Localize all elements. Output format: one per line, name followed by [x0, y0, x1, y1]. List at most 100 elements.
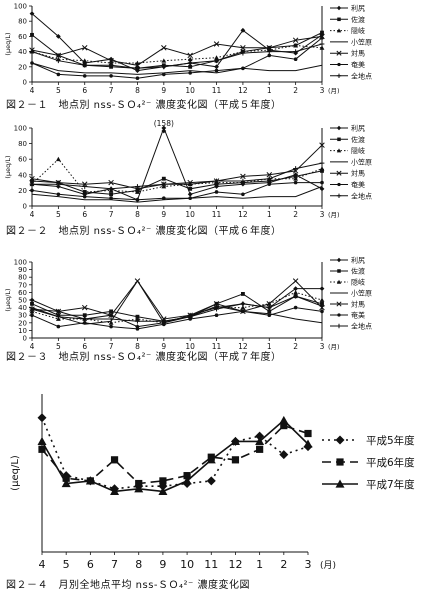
data-point: [188, 196, 192, 200]
y-tick-label: 40: [18, 171, 27, 179]
data-point: [108, 186, 114, 192]
y-tick-label: 100: [14, 259, 27, 267]
data-point: [55, 156, 61, 162]
data-point: [55, 58, 61, 64]
x-tick-label: 1: [267, 342, 272, 351]
series-line-5: [31, 307, 323, 330]
data-point: [188, 71, 192, 75]
data-point: [135, 324, 140, 329]
x-tick-label: 5: [63, 558, 70, 571]
data-point: [82, 62, 88, 68]
legend-marker: [337, 17, 341, 22]
data-point: [266, 176, 272, 182]
data-point: [62, 474, 70, 482]
x-tick-label: 1: [267, 86, 272, 95]
x-tick-label: 2: [293, 86, 298, 95]
x-tick-label: 10: [185, 342, 195, 351]
data-point: [161, 64, 167, 70]
data-point: [134, 62, 141, 69]
x-tick-label: 12: [228, 558, 242, 571]
data-point: [135, 184, 140, 189]
data-point: [240, 301, 246, 307]
x-tick-label: 4: [30, 210, 35, 219]
legend-marker: [336, 301, 342, 307]
y-tick-label: 20: [18, 319, 27, 327]
legend-marker: [337, 137, 341, 142]
data-point: [135, 316, 140, 321]
legend-marker: [335, 479, 345, 488]
legend-label: 佐渡: [351, 135, 365, 144]
y-axis-label: (μeq/L): [4, 155, 12, 178]
data-point: [162, 196, 166, 200]
legend-label: 全地点: [351, 322, 372, 331]
data-point: [108, 62, 114, 68]
data-point: [241, 192, 245, 197]
annotation-label: (158): [154, 119, 174, 128]
data-point: [29, 181, 35, 187]
figure-2-4: 4 5 6 7 8 9 10 11 12 1 2 3 (月) (μeq/L) 平成5年度 平成6年度 平成7年度…: [0, 380, 434, 594]
legend-label: 利尻: [351, 4, 365, 13]
data-point: [158, 486, 168, 496]
series-line-4: [31, 35, 323, 66]
data-point: [82, 74, 87, 78]
data-point: [109, 74, 113, 78]
data-point: [109, 324, 113, 329]
data-point: [293, 43, 299, 48]
y-tick-label: 40: [18, 48, 27, 56]
data-point: [240, 178, 246, 184]
data-point: [81, 304, 88, 311]
legend-marker: [336, 73, 342, 78]
data-point: [135, 76, 140, 80]
data-point: [182, 476, 192, 485]
data-point: [108, 312, 114, 318]
data-point: [303, 439, 313, 448]
legend-marker: [335, 435, 345, 445]
y-tick-label: 20: [18, 187, 27, 195]
data-point: [188, 64, 193, 69]
data-point: [187, 181, 193, 187]
data-point: [187, 314, 193, 320]
data-point: [293, 286, 299, 291]
legend-marker: [336, 170, 342, 176]
legend-label: 佐渡: [351, 267, 365, 276]
series-line-2: [31, 44, 323, 64]
series-line-4: [31, 280, 323, 320]
data-point: [267, 309, 272, 314]
data-point: [304, 429, 312, 438]
legend-marker: [337, 62, 341, 67]
y-tick-label: 80: [18, 140, 27, 148]
data-point: [214, 178, 219, 184]
data-point: [319, 160, 325, 166]
data-point: [187, 191, 193, 197]
data-point: [319, 45, 325, 50]
legend-label: 平成7年度: [366, 478, 415, 491]
x-tick-label: 3: [320, 342, 325, 351]
data-point: [214, 64, 219, 70]
x-tick-label: 2: [293, 342, 298, 351]
legend-label: 隠岐: [351, 278, 365, 287]
legend-label: 利尻: [351, 256, 365, 265]
legend-label: 奄美: [351, 180, 365, 189]
data-point: [135, 189, 140, 194]
data-point: [29, 297, 35, 303]
x-tick-label: 5: [56, 210, 61, 219]
data-point: [183, 472, 191, 480]
data-point: [55, 314, 61, 320]
x-tick-label: 3: [320, 210, 325, 219]
legend-label: 平成6年度: [366, 456, 415, 469]
x-tick-label: 6: [82, 86, 87, 95]
data-point: [214, 306, 219, 312]
x-tick-label: 11: [212, 210, 222, 219]
data-point: [241, 66, 245, 71]
x-tick-label: 4: [30, 342, 35, 351]
data-point: [37, 413, 47, 423]
legend-marker: [336, 5, 342, 11]
data-point: [213, 41, 220, 47]
series-line-0: [31, 288, 322, 328]
data-point: [110, 456, 119, 464]
data-point: [214, 68, 219, 73]
legend-label: 利尻: [351, 124, 365, 133]
series-line-1: [41, 424, 309, 485]
data-point: [266, 305, 272, 310]
data-point: [214, 55, 219, 60]
